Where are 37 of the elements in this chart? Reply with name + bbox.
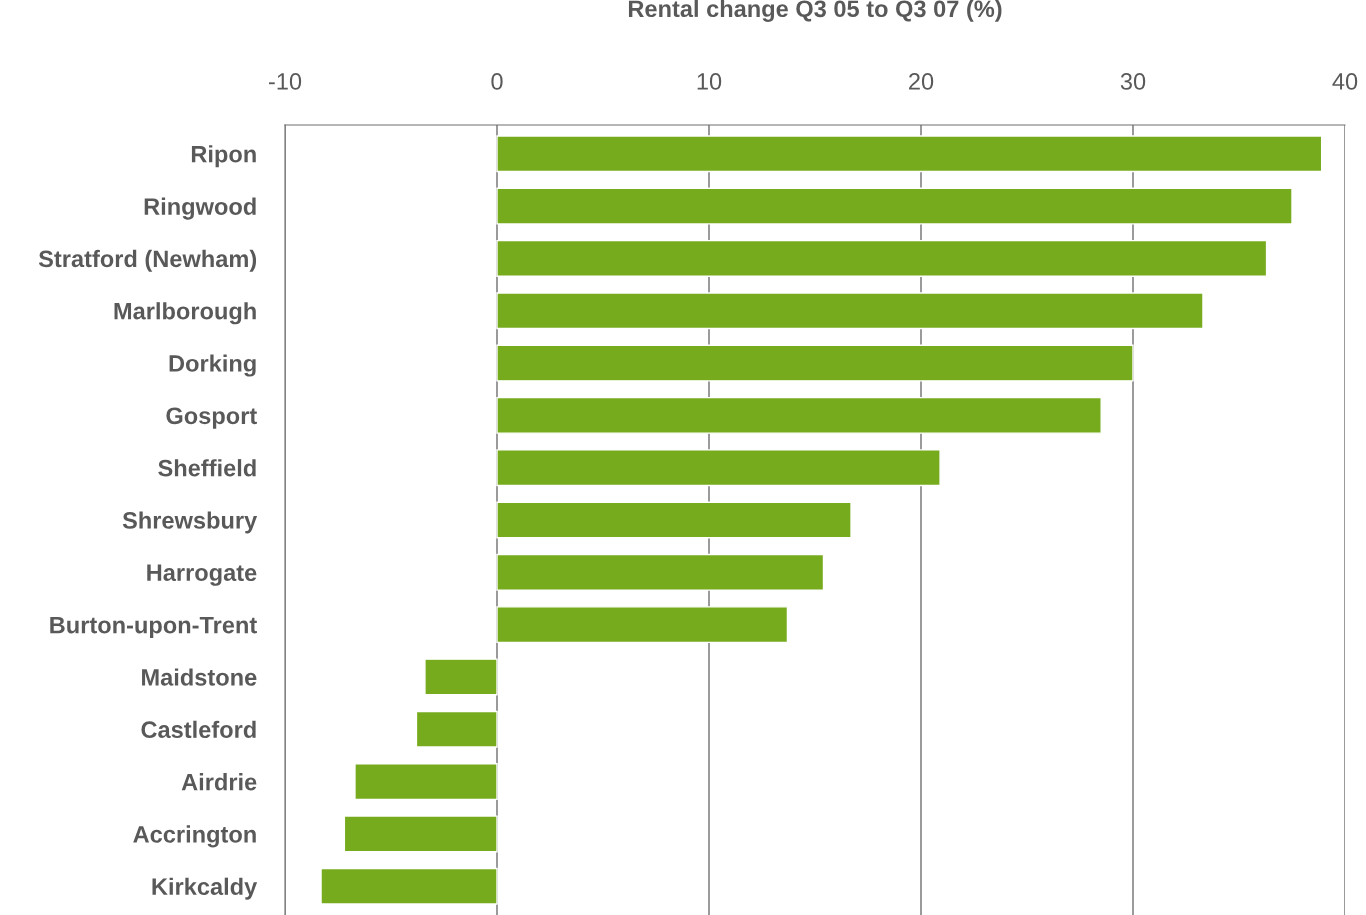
y-tick-label: Airdrie [181,773,257,791]
bar [424,658,498,696]
bar [496,449,941,487]
x-tick-label: 20 [909,73,934,90]
y-tick-label: Burton-upon-Trent [50,616,257,639]
x-tick-label: 30 [1120,73,1146,90]
bar [496,501,852,539]
y-tick-label: Sheffield [158,459,256,477]
y-tick-label: Maidstone [142,668,257,686]
y-tick-label: Kirkcaldy [152,877,258,900]
y-tick-label: Shrewsbury [122,511,258,534]
x-tick-label: -10 [268,73,302,90]
y-tick-label: Dorking [169,354,256,377]
x-axis-title: Rental change Q3 05 to Q3 07 (%) [628,0,1002,22]
bar [496,344,1134,382]
bar [496,553,825,591]
bar [496,396,1102,434]
y-tick-label: Castleford [141,720,256,739]
bar [496,135,1323,173]
y-tick-label: Gosport [166,407,257,429]
bar [496,292,1204,330]
bar [320,867,498,905]
bar [496,187,1293,225]
bar [496,606,789,644]
bar [343,815,498,853]
bar [415,710,498,748]
bar [496,239,1268,277]
y-tick-label: Accrington [133,825,256,848]
y-tick-label: Ripon [191,145,256,168]
y-tick-label: Stratford (Newham) [38,249,257,272]
y-tick-label: Ringwood [144,197,256,220]
y-tick-label: Marlborough [114,302,256,325]
bar [354,763,498,801]
x-tick-label: 0 [491,73,503,90]
y-tick-label: Harrogate [147,564,257,586]
x-tick-label: 40 [1332,73,1358,90]
x-tick-label: 10 [697,73,722,90]
